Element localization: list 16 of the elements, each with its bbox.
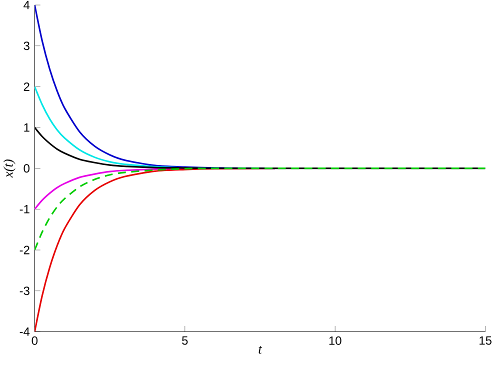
y-tick-label: -3 bbox=[20, 286, 30, 296]
y-axis-title: x(t) bbox=[3, 159, 16, 178]
y-tick-label: -2 bbox=[20, 246, 30, 254]
x-tick-label: 5 bbox=[182, 336, 188, 345]
y-tick-label: -4 bbox=[20, 328, 30, 336]
x-axis-title: t bbox=[258, 346, 262, 354]
y-tick-label: 2 bbox=[24, 82, 30, 91]
y-tick-label: 3 bbox=[24, 42, 30, 50]
x-tick-label: 15 bbox=[480, 336, 492, 345]
line-series bbox=[34, 168, 486, 251]
y-tick-label: -1 bbox=[20, 205, 30, 214]
y-tick-label: 0 bbox=[24, 164, 30, 173]
x-tick-label: 0 bbox=[32, 336, 38, 345]
x-tick-label: 10 bbox=[329, 336, 342, 345]
y-tick-label: 1 bbox=[24, 123, 30, 132]
y-tick-label: 4 bbox=[24, 0, 30, 10]
